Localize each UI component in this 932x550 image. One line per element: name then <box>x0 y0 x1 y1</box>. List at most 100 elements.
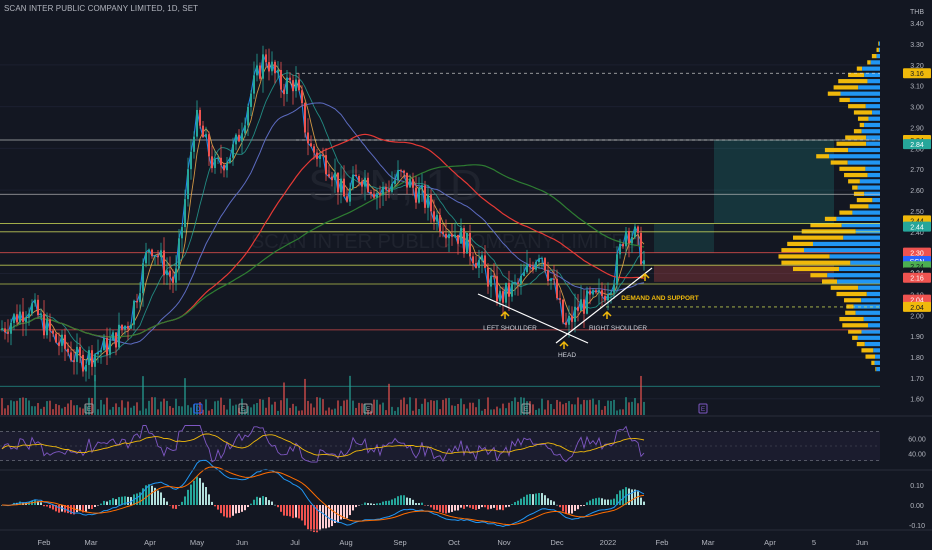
macd-hist <box>307 505 309 530</box>
profile-bar-sell <box>844 298 862 303</box>
profile-bar-buy <box>843 235 880 240</box>
macd-hist <box>70 505 72 515</box>
volume-bar <box>184 378 186 415</box>
volume-bar <box>187 405 189 415</box>
profile-bar-sell <box>833 85 859 90</box>
macd-hist <box>601 498 603 505</box>
candle-body <box>430 194 432 212</box>
candle-body <box>442 231 444 234</box>
candle-body <box>100 350 102 353</box>
time-label: Sep <box>393 538 406 547</box>
rsi-signal <box>1 433 645 458</box>
time-label: Jun <box>856 538 868 547</box>
macd-hist <box>88 505 90 509</box>
profile-bar-buy <box>850 260 880 265</box>
volume-bar <box>634 398 636 415</box>
candle-body <box>622 243 624 247</box>
profile-bar-sell <box>810 273 828 278</box>
candle-body <box>274 61 276 74</box>
volume-bar <box>502 403 504 415</box>
macd-hist <box>112 498 114 505</box>
volume-bar <box>616 410 618 415</box>
candle-body <box>490 276 492 287</box>
volume-bar <box>196 403 198 415</box>
volume-bar <box>550 404 552 415</box>
candle-body <box>601 290 603 296</box>
candle-body <box>550 278 552 281</box>
volume-bar <box>4 408 6 415</box>
macd-hist <box>169 505 171 506</box>
volume-bar <box>106 397 108 415</box>
macd-hist <box>610 499 612 505</box>
candle-body <box>88 350 90 365</box>
candle-body <box>409 179 411 188</box>
candle-body <box>178 238 180 269</box>
candle-body <box>130 324 132 329</box>
volume-bar <box>505 408 507 415</box>
macd-hist <box>388 500 390 505</box>
price-tick: 2.40 <box>910 230 924 237</box>
macd-hist <box>361 504 363 506</box>
macd-hist <box>136 493 138 505</box>
macd-hist <box>304 505 306 526</box>
profile-bar-buy <box>829 154 880 159</box>
volume-bar <box>421 403 423 415</box>
volume-bar <box>622 409 624 415</box>
candle-body <box>589 290 591 295</box>
profile-bar-buy <box>872 110 880 115</box>
symbol-header[interactable]: SCAN INTER PUBLIC COMPANY LIMITED, 1D, S… <box>4 4 199 13</box>
candle-body <box>214 158 216 169</box>
volume-bar <box>256 402 258 415</box>
candle-body <box>103 337 105 351</box>
candle-body <box>166 270 168 276</box>
macd-hist <box>358 505 360 506</box>
volume-bar <box>376 399 378 415</box>
candle-body <box>388 189 390 192</box>
volume-bar <box>388 383 390 415</box>
volume-bar <box>361 403 363 415</box>
macd-hist <box>331 505 333 527</box>
candle-body <box>634 226 636 238</box>
candle-body <box>406 172 408 188</box>
candle-body <box>511 283 513 297</box>
candle-body <box>568 315 570 325</box>
macd-hist <box>424 505 426 506</box>
volume-bar <box>211 409 213 415</box>
event-letter: E <box>524 406 529 413</box>
macd-hist <box>586 502 588 505</box>
volume-bar <box>235 404 237 415</box>
rsi-pane <box>0 425 880 463</box>
volume-bar <box>13 401 15 415</box>
macd-hist <box>613 498 615 505</box>
macd-hist <box>175 505 177 509</box>
profile-bar-buy <box>812 241 880 247</box>
event-marker <box>238 403 248 414</box>
time-label: Dec <box>550 538 564 547</box>
candle-body <box>619 243 621 255</box>
volume-bar <box>385 410 387 415</box>
macd-signal <box>1 466 645 526</box>
candle-body <box>61 334 63 346</box>
macd-hist <box>517 500 519 505</box>
macd-hist <box>574 505 576 511</box>
price-tick: 1.90 <box>910 334 924 341</box>
candle-body <box>547 270 549 281</box>
macd-hist <box>523 496 525 505</box>
arrow-up-icon <box>640 272 650 281</box>
candle-body <box>535 262 537 270</box>
macd-hist <box>433 505 435 510</box>
profile-bar-buy <box>861 129 880 134</box>
profile-bar-sell <box>859 122 865 128</box>
macd-hist <box>604 499 606 505</box>
macd-hist <box>562 505 564 512</box>
volume-bar <box>619 409 621 415</box>
price-badge-label: 2.04 <box>910 298 924 305</box>
macd-hist <box>448 505 450 513</box>
profile-bar-sell <box>853 191 865 196</box>
macd-hist <box>349 505 351 516</box>
volume-bar <box>154 397 156 415</box>
volume-bar <box>178 406 180 415</box>
candle-body <box>496 276 498 302</box>
profile-bar-sell <box>839 166 866 171</box>
